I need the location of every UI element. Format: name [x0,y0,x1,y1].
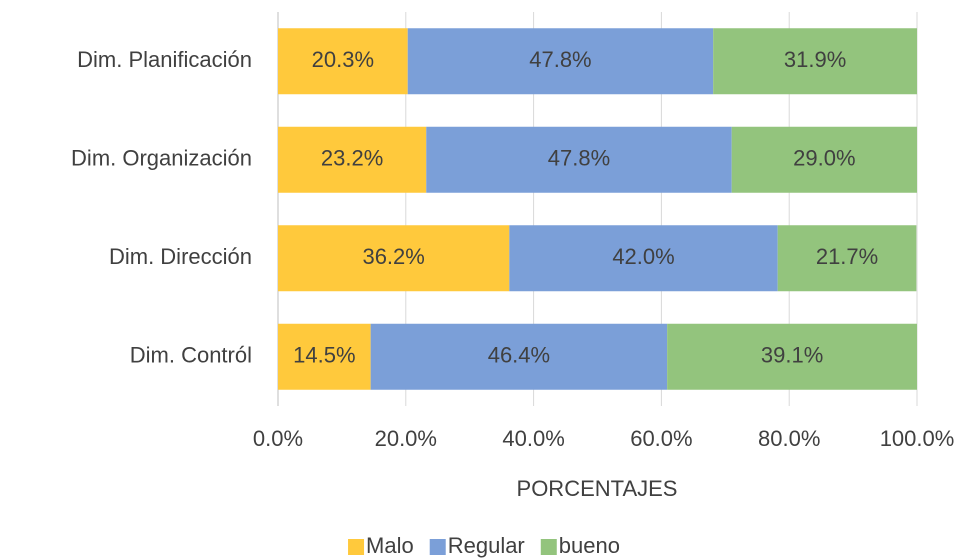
bar-segment [509,225,778,292]
bar-segment [731,126,917,193]
bar-segment [777,225,917,292]
data-label: 36.2% [362,244,424,269]
y-tick-label: Dim. Contról [130,343,252,368]
data-label: 47.8% [529,47,591,72]
bar-segment [278,323,371,390]
data-label: 20.3% [312,47,374,72]
legend-marker [429,539,446,555]
bar-segment [407,28,714,95]
x-tick-label: 60.0% [630,426,692,451]
bar-segment [426,126,732,193]
y-tick-label: Dim. Dirección [109,244,252,269]
legend-label: Malo [366,533,414,558]
x-tick-label: 80.0% [758,426,820,451]
bar-segment [278,225,510,292]
legend-marker [540,539,557,555]
x-axis-title: PORCENTAJES [517,476,678,501]
bar-segment [667,323,917,390]
data-label: 42.0% [612,244,674,269]
data-label: 23.2% [321,146,383,171]
x-tick-label: 0.0% [253,426,303,451]
data-label: 39.1% [761,343,823,368]
data-label: 21.7% [816,244,878,269]
bar-segment [278,126,427,193]
legend-label: Regular [448,533,525,558]
bar-segment [278,28,408,95]
y-tick-label: Dim. Organización [71,146,252,171]
data-label: 29.0% [793,146,855,171]
data-label: 46.4% [488,343,550,368]
x-tick-label: 40.0% [502,426,564,451]
bar-segment [713,28,917,95]
x-tick-label: 100.0% [880,426,955,451]
legend-marker [348,539,365,555]
legend-label: bueno [559,533,620,558]
bar-segment [370,323,668,390]
data-label: 31.9% [784,47,846,72]
y-tick-label: Dim. Planificación [77,47,252,72]
x-tick-label: 20.0% [375,426,437,451]
data-label: 47.8% [548,146,610,171]
data-label: 14.5% [293,343,355,368]
